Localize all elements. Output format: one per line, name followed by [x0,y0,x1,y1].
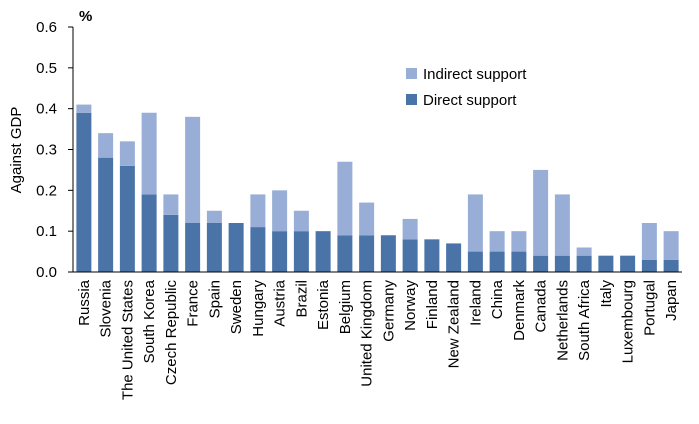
bar-direct-support [663,259,679,272]
bar-indirect-support [119,141,135,166]
bars [76,104,679,272]
x-category-label: China [489,279,506,319]
bar-indirect-support [272,190,288,232]
bar-direct-support [489,251,505,272]
bar-direct-support [206,223,222,272]
bar-indirect-support [76,104,92,113]
y-tick-label: 0.0 [36,264,57,281]
bar-indirect-support [185,116,201,223]
bar-direct-support [185,223,201,272]
bar-direct-support [250,227,266,272]
x-category-label: Belgium [337,280,354,334]
x-category-label: Slovenia [98,279,115,337]
x-category-label: Canada [533,279,550,332]
y-axis-title: Against GDP [8,107,25,194]
bar-direct-support [293,231,309,272]
y-tick-label: 0.1 [36,223,57,240]
bar-direct-support [576,255,592,272]
bar-direct-support [337,235,353,272]
bar-direct-support [554,255,570,272]
bar-indirect-support [163,194,179,215]
bar-indirect-support [641,223,657,260]
x-category-label: Germany [380,280,397,342]
x-category-label: Norway [402,280,419,331]
x-category-label: Czech Republic [163,280,180,386]
x-category-label: Hungary [250,280,267,337]
x-category-label: Italy [598,280,615,308]
bar-indirect-support [467,194,483,252]
unit-label: % [79,8,92,25]
bar-direct-support [598,255,614,272]
bar-indirect-support [250,194,266,228]
bar-direct-support [424,239,440,272]
y-tick-label: 0.6 [36,19,57,36]
bar-indirect-support [359,202,375,236]
x-category-label: South Africa [576,279,593,361]
bar-indirect-support [576,247,592,256]
y-tick-label: 0.2 [36,182,57,199]
bar-indirect-support [554,194,570,256]
bar-indirect-support [489,231,505,252]
bar-direct-support [98,157,114,272]
bar-direct-support [119,165,135,272]
x-axis: Russia Slovenia The United States South Kor… [73,271,682,400]
x-category-label: Russia [76,279,93,326]
x-category-label: Sweden [228,280,245,334]
bar-direct-support [511,251,527,272]
x-category-label: The United States [119,280,136,400]
x-category-label: Estonia [315,279,332,330]
bar-indirect-support [663,231,679,260]
x-category-label: Portugal [641,280,658,336]
legend: Indirect support Direct support [406,66,527,109]
y-tick-label: 0.3 [36,142,57,159]
bar-direct-support [402,239,418,272]
legend-swatch [406,68,417,79]
x-category-label: Finland [424,280,441,329]
bar-indirect-support [533,169,549,256]
legend-label: Direct support [423,92,517,109]
x-category-label: United Kingdom [359,280,376,387]
bar-direct-support [163,214,179,272]
bar-indirect-support [402,218,418,240]
bar-direct-support [620,255,636,272]
x-category-label: France [185,280,202,327]
legend-swatch [406,94,417,105]
y-tick-label: 0.5 [36,60,57,77]
bar-direct-support [228,223,244,272]
x-category-label: South Korea [141,279,158,363]
bar-direct-support [446,243,462,272]
y-tick-label: 0.4 [36,101,57,118]
bar-indirect-support [511,231,527,252]
bar-direct-support [272,231,288,272]
x-category-label: Spain [206,280,223,318]
bar-indirect-support [337,161,353,236]
bar-direct-support [380,235,396,272]
x-category-label: Japan [663,280,680,321]
bar-indirect-support [98,133,114,158]
bar-direct-support [533,255,549,272]
bar-direct-support [641,259,657,272]
y-axis: 0.0 0.1 0.2 0.3 0.4 0.5 0.6 [36,19,74,281]
bar-indirect-support [141,112,157,195]
x-category-label: Netherlands [554,280,571,361]
legend-label: Indirect support [423,66,527,83]
bar-direct-support [141,194,157,272]
x-category-label: Austria [272,279,289,326]
bar-direct-support [467,251,483,272]
x-category-label: New Zealand [446,280,463,368]
bar-indirect-support [206,210,222,223]
x-category-label: Ireland [467,280,484,326]
x-category-label: Luxembourg [620,280,637,363]
x-category-label: Denmark [511,280,528,341]
bar-direct-support [315,231,331,272]
bar-indirect-support [293,210,309,232]
bar-direct-support [76,112,92,272]
x-category-label: Brazil [293,280,310,318]
bar-direct-support [359,235,375,272]
